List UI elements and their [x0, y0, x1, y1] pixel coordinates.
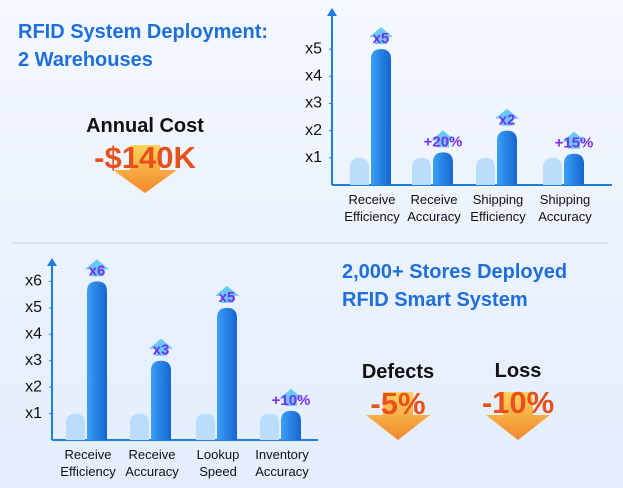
up-arrow [85, 259, 109, 277]
value-label: +15% [555, 135, 594, 152]
baseline-bar [260, 413, 279, 440]
y-tick-label: x4 [25, 326, 42, 343]
value-label: x2 [499, 112, 516, 129]
up-arrow [495, 108, 519, 126]
y-tick-label: x2 [25, 378, 42, 395]
baseline-bar [476, 157, 495, 185]
bar [433, 152, 453, 185]
x-tick-label: Shipping Accuracy [538, 192, 592, 224]
metric-value: -5% [370, 386, 426, 421]
y-tick-label: x1 [25, 405, 42, 422]
x-tick-label: Receive Efficiency [344, 192, 400, 224]
metric-value: -$140K [94, 140, 196, 175]
x-tick-label: Shipping Efficiency [470, 192, 526, 224]
bar [371, 49, 391, 185]
up-arrow [431, 130, 455, 148]
y-tick-label: x4 [305, 68, 322, 85]
bar [497, 130, 517, 185]
baseline-bar [350, 157, 369, 185]
up-arrow [279, 388, 303, 406]
bar [151, 360, 171, 440]
bar [564, 153, 584, 185]
value-label: x5 [373, 30, 390, 47]
y-tick-label: x6 [25, 273, 42, 290]
baseline-bar [543, 157, 562, 185]
y-tick-label: x5 [25, 299, 42, 316]
up-arrow [149, 338, 173, 356]
metric-label: Annual Cost [86, 115, 204, 137]
x-tick-label: Lookup Speed [196, 447, 240, 479]
x-tick-label: Receive Efficiency [60, 447, 116, 479]
baseline-bar [196, 413, 215, 440]
value-label: x6 [89, 262, 106, 279]
metric-label: Loss [494, 360, 542, 382]
value-label: x3 [153, 342, 170, 359]
baseline-bar [412, 157, 431, 185]
bar [87, 281, 107, 440]
up-arrow [562, 131, 586, 149]
baseline-bar [130, 413, 149, 440]
y-tick-label: x2 [305, 122, 322, 139]
y-tick-label: x1 [305, 149, 322, 166]
value-label: x5 [219, 289, 236, 306]
bar [281, 410, 301, 440]
baseline-bar [66, 413, 85, 440]
bar [217, 307, 237, 440]
up-arrow [215, 285, 239, 303]
value-label: +10% [272, 392, 311, 409]
up-arrow [369, 27, 393, 45]
y-tick-label: x5 [305, 40, 322, 57]
decor-arrows [113, 145, 550, 440]
y-tick-label: x3 [25, 352, 42, 369]
metric-value: -10% [481, 385, 555, 420]
axis-arrow [327, 8, 337, 16]
metric-label: Defects [361, 361, 435, 383]
axis-arrow [47, 258, 57, 266]
x-tick-label: Receive Accuracy [407, 192, 461, 224]
panel-title: RFID System Deployment: 2 Warehouses [18, 21, 269, 71]
y-tick-label: x3 [305, 95, 322, 112]
panel-title: 2,000+ Stores Deployed RFID Smart System [342, 261, 568, 311]
value-label: +20% [424, 133, 463, 150]
x-tick-label: Inventory Accuracy [255, 447, 309, 479]
x-tick-label: Receive Accuracy [125, 447, 179, 479]
